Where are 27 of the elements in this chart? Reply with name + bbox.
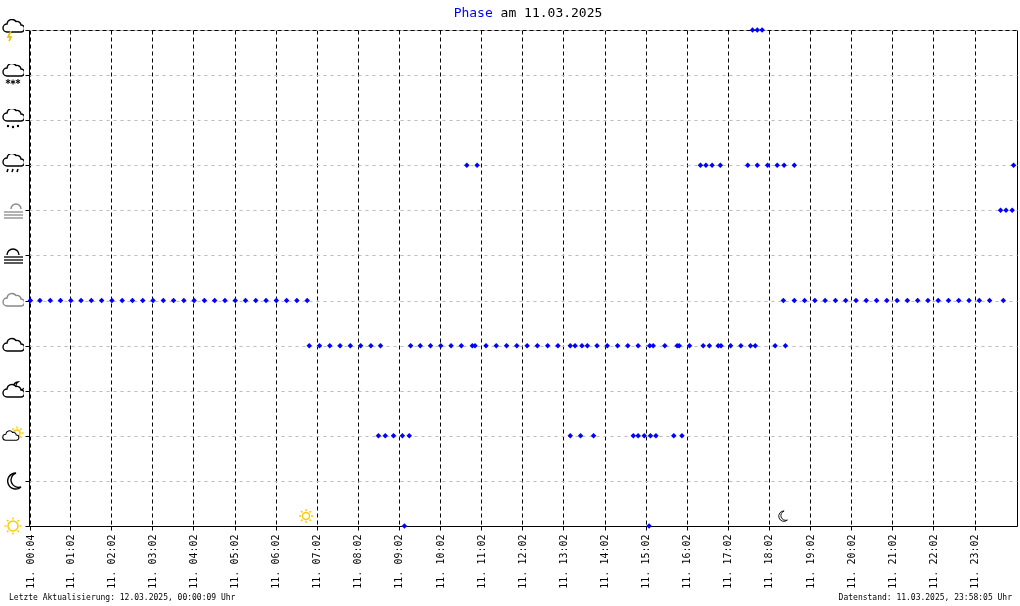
- x-tick-label: 11. 15:02: [640, 534, 652, 589]
- x-tick-label: 11. 10:02: [434, 534, 446, 589]
- x-tick-label: 11. 07:02: [311, 534, 323, 589]
- text: Letzte Aktualisierung: 12.03.2025, 00:00:09 Uhr: [9, 593, 236, 602]
- x-tick-label: 11. 00:04: [24, 534, 36, 589]
- x-tick-label: 11. 06:02: [270, 534, 282, 589]
- x-tick-label: 11. 14:02: [599, 534, 611, 589]
- x-tick-label: 11. 11:02: [475, 534, 487, 589]
- x-tick-label: 11. 20:02: [845, 534, 857, 589]
- x-tick-label: 11. 16:02: [681, 534, 693, 589]
- chart-title: Phase am 11.03.2025: [452, 5, 604, 20]
- x-tick-label: 11. 02:02: [105, 534, 117, 589]
- x-tick-label: 11. 18:02: [763, 534, 775, 589]
- x-tick-label: 11. 05:02: [229, 534, 241, 589]
- x-tick-label: 11. 08:02: [352, 534, 364, 589]
- x-tick-label: 11. 04:02: [187, 534, 199, 589]
- x-tick-label: 11. 23:02: [969, 534, 981, 589]
- x-tick-label: 11. 13:02: [557, 534, 569, 589]
- x-tick-label: 11. 03:02: [146, 534, 158, 589]
- x-tick-label: 11. 09:02: [393, 534, 405, 589]
- x-tick-label: 11. 21:02: [886, 534, 898, 589]
- x-tick-label: 11. 19:02: [804, 534, 816, 589]
- text: Datenstand: 11.03.2025, 23:58:05 Uhr: [838, 593, 1012, 602]
- x-tick-label: 11. 01:02: [64, 534, 76, 589]
- x-tick-label: 11. 12:02: [516, 534, 528, 589]
- x-tick-label: 11. 17:02: [722, 534, 734, 589]
- x-tick-label: 11. 22:02: [927, 534, 939, 589]
